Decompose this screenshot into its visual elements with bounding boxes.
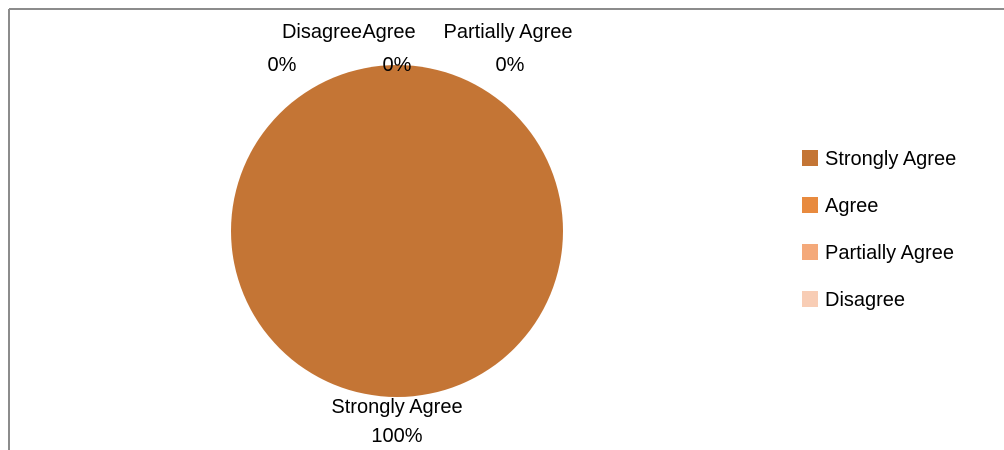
legend-label-partially-agree: Partially Agree (825, 242, 954, 264)
data-label-percent-agree: 0% (383, 54, 412, 76)
data-labels: Strongly Agree 100% Agree 0% Partially Agree… (268, 21, 573, 447)
legend: Strongly Agree Agree Partially Agree Disagr… (802, 148, 956, 311)
legend-label-disagree: Disagree (825, 289, 905, 311)
legend-swatch-disagree (802, 291, 818, 307)
data-label-strongly-agree: Strongly Agree (331, 396, 462, 418)
data-label-percent-partially-agree: 0% (496, 54, 525, 76)
pie-slice-strongly-agree (231, 65, 563, 397)
data-label-agree: Agree (362, 21, 415, 43)
pie-slices (231, 65, 563, 397)
legend-swatch-strongly-agree (802, 150, 818, 166)
data-label-partially-agree: Partially Agree (444, 21, 573, 43)
legend-swatch-partially-agree (802, 244, 818, 260)
legend-label-strongly-agree: Strongly Agree (825, 148, 956, 170)
legend-swatch-agree (802, 197, 818, 213)
legend-label-agree: Agree (825, 195, 878, 217)
data-label-percent-strongly-agree: 100% (371, 425, 422, 447)
data-label-disagree: Disagree (282, 21, 362, 43)
data-label-percent-disagree: 0% (268, 54, 297, 76)
